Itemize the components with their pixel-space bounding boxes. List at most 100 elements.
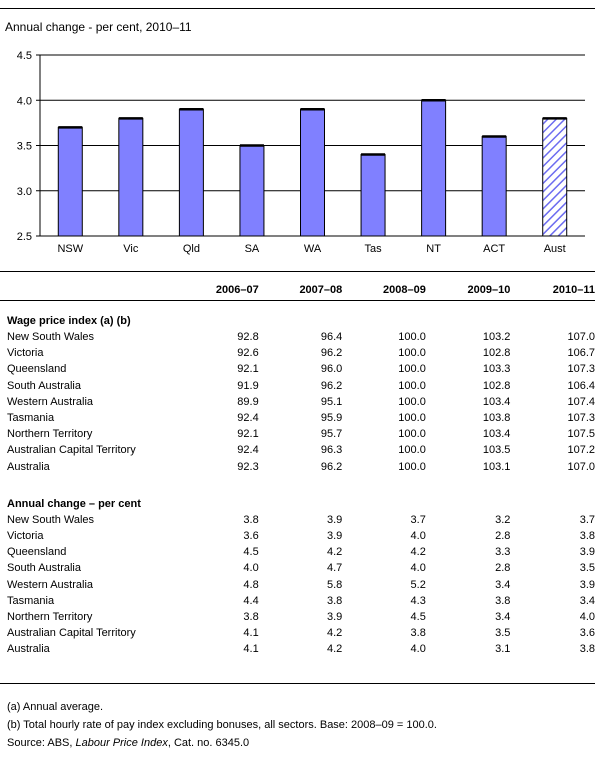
table-cell: 96.2	[320, 379, 343, 392]
table-cell: 95.1	[320, 395, 343, 408]
table-cell: 3.8	[495, 594, 511, 607]
table-row: Tasmania 4.4 3.8 4.3 3.8 3.4	[0, 593, 595, 609]
table-cell: 4.3	[410, 594, 426, 607]
table-row: Western Australia 89.9 95.1 100.0 103.4 107.4	[0, 394, 595, 410]
table-row: Queensland 92.1 96.0 100.0 103.3 107.3	[0, 361, 595, 377]
table-cell: 4.5	[243, 546, 259, 559]
table-row: Western Australia 4.8 5.8 5.2 3.4 3.9	[0, 576, 595, 592]
x-tick-label: Tas	[364, 243, 382, 255]
footnotes: (a) Annual average. (b) Total hourly rat…	[7, 698, 437, 752]
table-cell: 100.0	[398, 428, 426, 441]
y-tick-label: 4.5	[17, 50, 32, 62]
table-cell: 4.2	[326, 627, 343, 640]
row-label: Queensland	[7, 363, 67, 376]
row-label: Tasmania	[7, 594, 55, 607]
table-row: Northern Territory 92.1 95.7 100.0 103.4 107.…	[0, 426, 595, 442]
row-label: New South Wales	[7, 331, 95, 344]
row-label: Victoria	[7, 347, 44, 360]
x-tick-label: NT	[426, 243, 441, 255]
table-cell: 3.6	[579, 627, 595, 640]
x-tick-label: NSW	[57, 243, 83, 255]
table-cell: 3.5	[495, 627, 511, 640]
table-cell: 96.2	[320, 347, 343, 360]
header-rule	[0, 300, 595, 301]
table-cell: 100.0	[398, 331, 426, 344]
table-cell: 4.0	[410, 529, 426, 542]
row-label: New South Wales	[7, 513, 95, 526]
table-row: Northern Territory 3.8 3.9 4.5 3.4 4.0	[0, 609, 595, 625]
table-row: Australia 92.3 96.2 100.0 103.1 107.0	[0, 459, 595, 475]
x-tick-label: WA	[304, 243, 322, 255]
table-row: Australian Capital Territory 92.4 96.3 100.…	[0, 442, 595, 458]
table-cell: 92.4	[237, 444, 259, 457]
row-label: South Australia	[7, 379, 81, 392]
table-cell: 3.2	[495, 513, 511, 526]
table-cell: 3.6	[243, 529, 259, 542]
table-row: South Australia 91.9 96.2 100.0 102.8 106.4	[0, 378, 595, 394]
table-cell: 100.0	[398, 444, 426, 457]
table-cell: 3.3	[495, 546, 511, 559]
table-cell: 92.6	[237, 347, 259, 360]
table-cell: 3.8	[579, 643, 595, 656]
table-cell: 4.2	[326, 643, 343, 656]
table-cell: 100.0	[398, 347, 426, 360]
bar	[421, 99, 447, 237]
table-cell: 3.9	[326, 610, 343, 623]
bar	[300, 108, 325, 237]
section-title: Wage price index (a) (b)	[7, 315, 131, 327]
footnote-b: (b) Total hourly rate of pay index exclu…	[7, 719, 437, 731]
bar	[57, 126, 83, 237]
table-cell: 100.0	[398, 363, 426, 376]
table-cell: 96.0	[320, 363, 343, 376]
x-tick-label: Qld	[183, 243, 200, 255]
table-cell: 4.0	[410, 643, 426, 656]
table-row: Victoria 92.6 96.2 100.0 102.8 106.7	[0, 345, 595, 361]
table-cell: 103.8	[482, 412, 511, 425]
x-tick-label: SA	[245, 243, 260, 255]
wage-price-table: 2006–07 2007–08 2008–09 2009–10 2010–11 Wage …	[0, 280, 595, 657]
row-label: Tasmania	[7, 412, 55, 425]
table-cell: 96.4	[320, 331, 343, 344]
table-cell: 103.1	[482, 460, 511, 473]
bar	[239, 145, 265, 237]
table-cell: 103.2	[482, 331, 511, 344]
row-label: Victoria	[7, 529, 44, 542]
source-suffix: , Cat. no. 6345.0	[167, 737, 250, 749]
x-tick-label: ACT	[483, 243, 505, 255]
column-header: 2007–08	[299, 284, 343, 296]
table-cell: 4.1	[243, 643, 259, 656]
table-cell: 100.0	[398, 379, 426, 392]
row-label: Western Australia	[7, 395, 94, 408]
table-cell: 107.2	[567, 444, 595, 457]
table-cell: 4.7	[326, 562, 343, 575]
column-header: 2006–07	[215, 284, 259, 296]
table-cell: 3.9	[326, 529, 343, 542]
table-cell: 3.7	[410, 513, 426, 526]
table-cell: 95.9	[320, 412, 343, 425]
table-cell: 3.5	[579, 562, 595, 575]
top-rule	[0, 8, 595, 9]
row-label: Northern Territory	[7, 428, 93, 441]
table-row: Australia 4.1 4.2 4.0 3.1 3.8	[0, 641, 595, 657]
table-cell: 3.4	[495, 610, 511, 623]
table-row: New South Wales 3.8 3.9 3.7 3.2 3.7	[0, 512, 595, 528]
table-cell: 3.9	[579, 578, 595, 591]
chart-table-divider	[0, 271, 595, 272]
footnote-a: (a) Annual average.	[7, 701, 104, 713]
table-cell: 4.0	[243, 562, 259, 575]
row-label: South Australia	[7, 562, 81, 575]
bar	[178, 108, 204, 237]
header-rule-row	[0, 300, 595, 301]
table-cell: 3.4	[579, 594, 595, 607]
x-tick-label: Aust	[544, 243, 566, 255]
table-cell: 5.8	[326, 578, 343, 591]
table-cell: 100.0	[398, 395, 426, 408]
row-label: Australian Capital Territory	[7, 444, 136, 457]
column-header: 2009–10	[467, 284, 511, 296]
table-cell: 103.5	[482, 444, 511, 457]
table-header-row: 2006–07 2007–08 2008–09 2009–10 2010–11	[0, 280, 595, 301]
row-label: Northern Territory	[7, 610, 93, 623]
bar	[118, 117, 144, 237]
y-tick-label: 2.5	[17, 231, 32, 243]
table-row: Tasmania 92.4 95.9 100.0 103.8 107.3	[0, 410, 595, 426]
